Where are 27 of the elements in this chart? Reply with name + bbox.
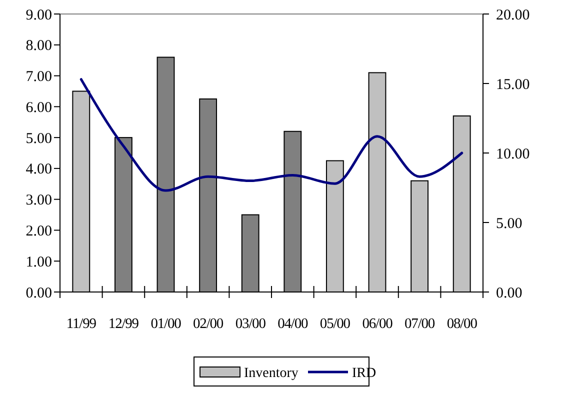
y2-tick-label: 15.00 bbox=[496, 76, 530, 93]
y-tick-label: 8.00 bbox=[26, 38, 52, 54]
x-tick-label: 04/00 bbox=[278, 316, 308, 332]
y-tick-label: 5.00 bbox=[26, 130, 52, 147]
y-tick-label: 6.00 bbox=[26, 100, 52, 116]
y-tick-label: 9.00 bbox=[26, 7, 52, 24]
x-tick-label: 12/99 bbox=[108, 316, 139, 332]
x-tick-label: 05/00 bbox=[320, 316, 350, 332]
line-series bbox=[80, 78, 464, 192]
y-tick-label: 3.00 bbox=[26, 192, 52, 209]
y-tick-label: 1.00 bbox=[26, 254, 52, 270]
legend-label: Inventory bbox=[244, 366, 298, 381]
x-tick-label: 06/00 bbox=[362, 316, 393, 332]
x-tick-label: 11/99 bbox=[66, 316, 96, 332]
x-tick-label: 03/00 bbox=[235, 316, 266, 332]
y2-tick-label: 0.00 bbox=[496, 285, 522, 302]
y2-tick-label: 10.00 bbox=[496, 146, 530, 162]
x-tick-label: 07/00 bbox=[404, 316, 435, 332]
y-tick-label: 0.00 bbox=[26, 285, 52, 302]
y2-tick-label: 20.00 bbox=[496, 7, 530, 24]
x-tick-label: 08/00 bbox=[446, 316, 478, 332]
x-tick-label: 01/00 bbox=[150, 316, 182, 332]
y-tick-label: 2.00 bbox=[26, 223, 52, 240]
y2-tick-label: 5.00 bbox=[496, 216, 522, 232]
y-tick-label: 7.00 bbox=[26, 69, 52, 86]
x-tick-label: 02/00 bbox=[193, 316, 224, 332]
y-tick-label: 4.00 bbox=[26, 162, 52, 178]
